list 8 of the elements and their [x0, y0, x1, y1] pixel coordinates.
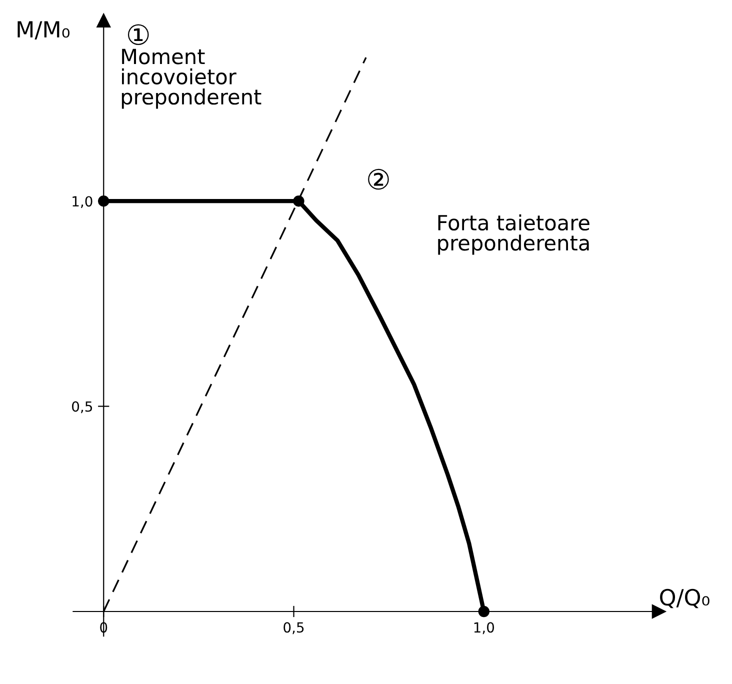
- y-axis-title: M/M₀: [18, 21, 70, 40]
- annotation: ①: [128, 24, 149, 45]
- annotation: Moment incovoietor preponderent: [122, 48, 262, 109]
- x-tick-label: 0,5: [284, 622, 304, 634]
- annotation: Forta taietoare preponderenta: [438, 214, 590, 255]
- annotation: ②: [368, 168, 389, 190]
- x-axis-title: Q/Q₀: [660, 588, 710, 608]
- x-tick-label: 1,0: [474, 622, 494, 634]
